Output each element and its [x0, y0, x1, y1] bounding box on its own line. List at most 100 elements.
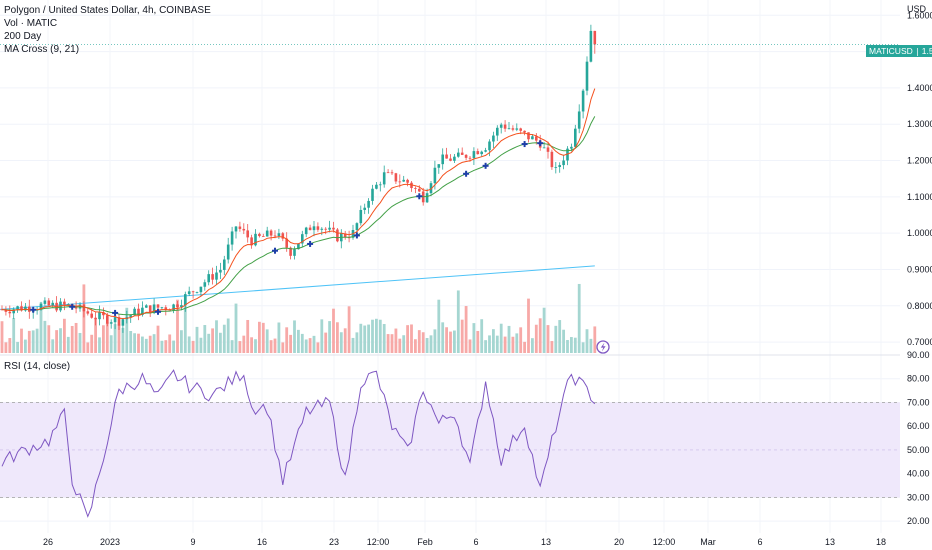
chart-legend: Polygon / United States Dollar, 4h, COIN…: [4, 4, 211, 56]
candle-body: [219, 269, 222, 273]
volume-bar: [105, 322, 109, 353]
volume-bar: [222, 324, 226, 353]
candle-body: [74, 306, 78, 309]
volume-bar: [472, 323, 476, 353]
candle-body: [343, 233, 347, 238]
candle-body: [67, 304, 70, 305]
ma-cross-markers: [30, 140, 544, 316]
volume-bar: [351, 337, 355, 353]
rsi-tick-label: 90.00: [907, 350, 930, 360]
candle-body: [472, 151, 476, 159]
ma-slow-path: [1, 116, 596, 316]
candle-body: [152, 304, 156, 314]
volume-bar: [363, 325, 367, 353]
candle-body: [558, 165, 561, 167]
volume-bar: [300, 333, 304, 353]
volume-bar: [125, 307, 129, 353]
candle-body: [117, 317, 121, 326]
candle-body: [519, 128, 522, 131]
candle-body: [585, 61, 589, 91]
volume-bar: [113, 324, 117, 353]
candle-body: [480, 151, 483, 155]
time-tick-label: 18: [876, 537, 886, 547]
candle-body: [531, 136, 534, 140]
price-axis-unit: USD: [907, 4, 927, 14]
lightning-icon[interactable]: [596, 340, 610, 354]
price-tick-label: 1.2000: [907, 156, 932, 166]
volume-bar: [211, 328, 214, 353]
volume-bar: [304, 339, 308, 353]
volume-bar: [421, 332, 425, 353]
candle-body: [16, 306, 19, 310]
candle-body: [86, 311, 90, 314]
candle-body: [304, 227, 308, 235]
candle-body: [527, 132, 530, 140]
candle-body: [433, 167, 437, 184]
volume-bar: [562, 329, 565, 353]
legend-ma-cross[interactable]: MA Cross (9, 21): [4, 44, 80, 55]
legend-volume[interactable]: Vol · MATIC: [4, 18, 58, 29]
candle-body: [176, 304, 179, 308]
candle-body: [234, 226, 238, 232]
volume-bar: [320, 319, 324, 353]
rsi-tick-label: 30.00: [907, 492, 930, 502]
volume-bar: [277, 322, 281, 353]
candle-body: [269, 230, 273, 236]
volume-bar: [546, 325, 550, 353]
candle-body: [12, 309, 15, 314]
candle-body: [301, 234, 304, 244]
volume-bar: [16, 341, 19, 353]
volume-bar: [417, 330, 421, 353]
candle-body: [589, 30, 593, 62]
time-tick-label: 9: [190, 537, 195, 547]
volume-bar: [172, 340, 175, 353]
time-tick-label: 16: [257, 537, 267, 547]
volume-bar: [219, 332, 222, 353]
volume-bar: [531, 338, 534, 353]
candle-body: [593, 30, 597, 45]
candle-body: [574, 128, 577, 147]
volume-bar: [230, 340, 234, 353]
candle-body: [238, 226, 242, 229]
volume-bar: [250, 337, 253, 353]
candle-body: [195, 292, 199, 293]
volume-bar: [94, 318, 97, 353]
candle-body: [226, 244, 230, 260]
candle-body: [457, 152, 460, 157]
volume-bar: [160, 340, 164, 353]
volume-bar: [468, 339, 472, 353]
volume-bar: [480, 319, 484, 353]
volume-bar: [527, 298, 530, 353]
candle-body: [511, 128, 515, 130]
candle-body: [406, 179, 409, 183]
volume-bar: [297, 329, 300, 353]
candle-body: [250, 237, 253, 246]
rsi-title[interactable]: RSI (14, close): [4, 361, 71, 372]
volume-bar: [133, 333, 136, 353]
volume-bar: [538, 318, 542, 353]
candle-body: [355, 223, 359, 230]
volume-bar: [566, 340, 569, 353]
volume-bar: [554, 325, 558, 353]
volume-bar: [515, 333, 519, 353]
rsi-pane: [0, 369, 900, 518]
ma-cross-marker: [30, 306, 37, 313]
candle-body: [265, 230, 269, 237]
volume-bar: [24, 339, 27, 353]
volume-bar: [570, 337, 573, 353]
volume-bar: [289, 334, 292, 353]
candle-body: [425, 193, 429, 203]
volume-bar: [581, 342, 585, 353]
time-tick-label: 2023: [100, 537, 120, 547]
candle-body: [246, 230, 249, 238]
candle-body: [535, 136, 538, 141]
volume-bar: [8, 338, 12, 353]
candle-body: [106, 315, 109, 324]
legend-ma-200[interactable]: 200 Day: [4, 31, 42, 42]
volume-bar: [593, 326, 597, 353]
time-tick-label: 20: [614, 537, 624, 547]
volume-bar: [456, 290, 460, 353]
volume-bar: [316, 342, 320, 353]
volume-bar: [183, 296, 187, 353]
